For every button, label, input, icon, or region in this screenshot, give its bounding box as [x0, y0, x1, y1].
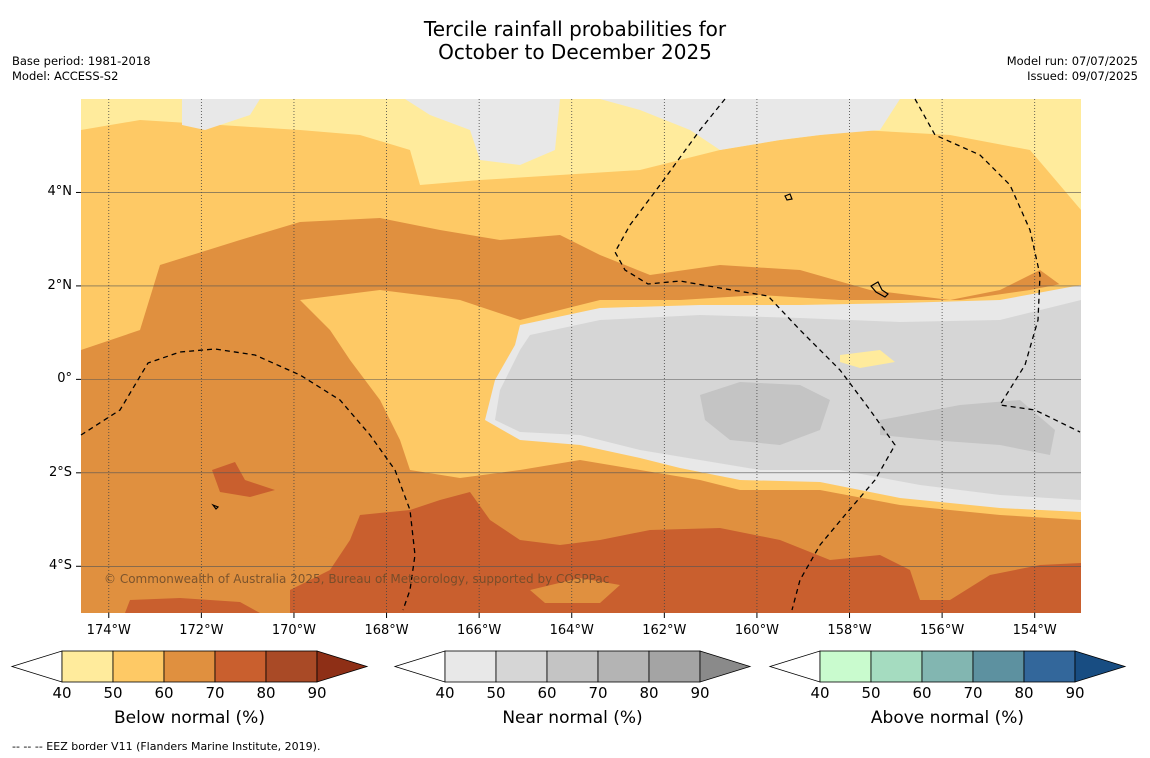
lon-tick-label: 166°W: [457, 623, 502, 638]
band-below-70-patch: [265, 535, 340, 560]
issued-date: Issued: 09/07/2025: [1027, 69, 1138, 83]
lon-tick-label: 172°W: [179, 623, 224, 638]
band-near-70-central: [700, 382, 830, 445]
colorbar-below-high-extend: [316, 650, 369, 683]
colorbar-below-segment: [163, 650, 216, 683]
colorbar-below-segment: [265, 650, 318, 683]
eez-legend: -- -- -- EEZ border V11 (Flanders Marine…: [12, 740, 321, 753]
title-line-1: Tercile rainfall probabilities for: [423, 17, 727, 41]
colorbar-tick-label: 90: [307, 684, 327, 702]
colorbar-below-segment: [112, 650, 165, 683]
colorbar-tick-label: 60: [537, 684, 557, 702]
lat-tick-label: 2°S: [48, 464, 72, 480]
colorbar-tick-label: 60: [154, 684, 174, 702]
colorbar-tick-label: 80: [639, 684, 659, 702]
colorbar-below-low-extend: [10, 650, 63, 683]
lat-tick-label: 2°N: [47, 277, 73, 293]
colorbar-above-low-extend: [768, 650, 821, 683]
lon-tick-label: 168°W: [364, 623, 409, 638]
lon-tick-label: 170°W: [271, 623, 317, 638]
lon-tick-label: 154°W: [1012, 623, 1057, 638]
copyright-notice: © Commonwealth of Australia 2025, Bureau…: [104, 572, 610, 586]
eez-border-west: [80, 348, 416, 611]
colorbar-tick-label: 50: [861, 684, 881, 702]
map-title: Tercile rainfall probabilities for Octob…: [0, 18, 1150, 64]
island-small-1: [211, 503, 220, 510]
model-run: Model run: 07/07/2025: [1006, 54, 1138, 68]
lon-tick-label: 162°W: [642, 623, 687, 638]
island-malden: [870, 281, 889, 298]
lon-tick-label: 164°W: [549, 623, 594, 638]
colorbar-tick-label: 50: [486, 684, 506, 702]
colorbar-below-title: Below normal (%): [114, 708, 265, 728]
colorbar-tick-label: 40: [435, 684, 455, 702]
band-below-80-south: [290, 492, 1081, 613]
colorbar-below-segment: [214, 650, 267, 683]
colorbar-near-segment: [495, 650, 548, 683]
colorbar-tick-label: 80: [256, 684, 276, 702]
graticule: [81, 99, 1081, 613]
colorbar-tick-label: 50: [103, 684, 123, 702]
colorbar-above-segment: [1023, 650, 1076, 683]
colorbar-below-segment: [61, 650, 114, 683]
axis-ticks: [76, 191, 1036, 618]
colorbar-above-segment: [819, 650, 872, 683]
colorbar-above-title: Above normal (%): [870, 708, 1025, 728]
eez-border-center: [614, 98, 896, 611]
colorbar-near-segment: [648, 650, 701, 683]
colorbar-tick-label: 60: [912, 684, 932, 702]
colorbar-near-low-extend: [393, 650, 446, 683]
colorbar-near-segment: [597, 650, 650, 683]
colorbars: [10, 650, 1127, 683]
islands: [211, 193, 889, 510]
colorbar-tick-label: 70: [588, 684, 608, 702]
colorbar-near-segment: [444, 650, 497, 683]
colorbar-tick-label: 80: [1014, 684, 1034, 702]
colorbar-tick-label: 90: [1065, 684, 1085, 702]
base-period: Base period: 1981-2018: [12, 54, 151, 68]
band-near-north-3: [182, 99, 260, 130]
band-near-70-east: [880, 400, 1055, 455]
lon-tick-label: 160°W: [734, 623, 779, 638]
lon-tick-label: 174°W: [86, 623, 131, 638]
model-name: Model: ACCESS-S2: [12, 69, 119, 83]
lat-tick-label: 0°: [57, 371, 72, 387]
colorbar-tick-label: 40: [52, 684, 72, 702]
colorbar-above-segment: [921, 650, 974, 683]
colorbar-tick-label: 40: [810, 684, 830, 702]
lat-tick-label: 4°N: [47, 184, 73, 200]
band-near-north-2: [600, 99, 900, 150]
colorbar-above-segment: [972, 650, 1025, 683]
colorbar-near-segment: [546, 650, 599, 683]
colorbar-near-high-extend: [699, 650, 752, 683]
title-line-2: October to December 2025: [438, 40, 712, 64]
eez-border-east: [914, 98, 1081, 433]
meta-left: Base period: 1981-2018 Model: ACCESS-S2: [12, 54, 151, 84]
meta-right: Model run: 07/07/2025 Issued: 09/07/2025: [1007, 54, 1138, 84]
colorbar-tick-label: 70: [205, 684, 225, 702]
colorbar-tick-label: 90: [690, 684, 710, 702]
lat-tick-label: 4°S: [48, 558, 72, 574]
colorbar-tick-label: 70: [963, 684, 983, 702]
band-below-50-patch: [840, 350, 895, 368]
band-below-70-south-islet: [530, 578, 620, 603]
band-below-60-north: [81, 99, 1081, 350]
colorbar-above-segment: [870, 650, 923, 683]
lon-tick-label: 158°W: [827, 623, 872, 638]
band-below-80-sw: [125, 598, 260, 613]
band-near-north-1: [405, 99, 560, 165]
colorbar-near-title: Near normal (%): [502, 708, 643, 728]
island-starbuck: [784, 193, 793, 201]
eez-borders: [80, 98, 1081, 611]
map-area: [81, 99, 1081, 613]
colorbar-above-high-extend: [1074, 650, 1127, 683]
lon-tick-label: 156°W: [920, 623, 965, 638]
band-below-80-west: [212, 462, 275, 497]
